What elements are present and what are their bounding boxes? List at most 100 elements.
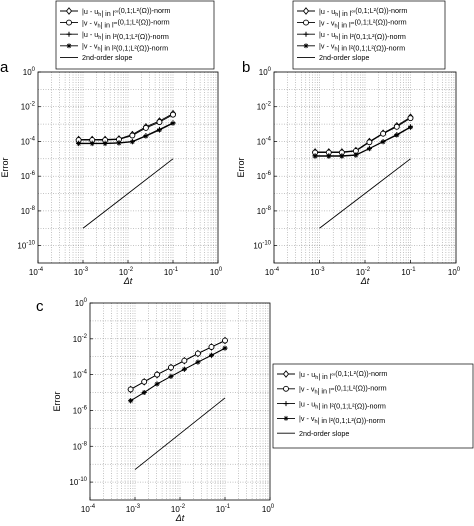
data-point xyxy=(143,133,149,139)
data-point xyxy=(366,139,373,146)
data-point xyxy=(393,123,400,130)
data-point xyxy=(339,153,345,159)
data-point xyxy=(380,130,387,137)
legend-label: |v - vh| in l∞(0,1;L²(Ω))-norm xyxy=(319,17,407,29)
series-2 xyxy=(127,337,228,393)
x-tick-label: 10-2 xyxy=(171,504,186,514)
legend: |u - uh| in l∞(0,1;L²(Ω))-norm|v - vh| i… xyxy=(55,0,215,70)
data-point xyxy=(195,359,201,365)
legend-entry: |u - uh| in l∞(0,1;L²(Ω))-norm xyxy=(60,6,170,18)
data-point xyxy=(312,153,318,159)
series-line xyxy=(319,158,411,229)
data-point xyxy=(154,381,160,387)
data-point xyxy=(127,386,134,393)
data-point xyxy=(170,120,176,126)
data-point xyxy=(394,132,400,138)
x-tick-label: 100 xyxy=(210,267,223,277)
x-tick-label: 10-3 xyxy=(74,267,89,277)
legend-label: |u - uh| in l∞(0,1;L²(Ω))-norm xyxy=(82,6,170,18)
legend-marker xyxy=(66,31,72,37)
data-point xyxy=(208,344,215,350)
y-tick-label: 10-10 xyxy=(17,241,35,251)
legend-marker xyxy=(65,7,73,15)
legend-marker xyxy=(283,385,289,392)
legend-label: |u - uh| in l∞(0,1;L²(Ω))-norm xyxy=(299,369,387,381)
x-tick-label: 10-1 xyxy=(401,267,416,277)
y-tick-label: 10-4 xyxy=(73,370,88,380)
y-tick-label: 10-2 xyxy=(73,334,88,344)
legend-entry: |u - uh| in l²(0,1;L²(Ω))-norm xyxy=(297,30,406,41)
legend-entry: |u - uh| in l²(0,1;L²(Ω))-norm xyxy=(60,30,169,41)
y-tick-label: 10-10 xyxy=(69,477,87,487)
data-point xyxy=(170,111,176,118)
series-2 xyxy=(75,111,176,144)
data-point xyxy=(222,345,228,351)
data-point xyxy=(102,141,108,147)
legend-entry: |v - vh| in l∞(0,1;L²(Ω))-norm xyxy=(277,384,387,396)
series-5 xyxy=(319,158,411,229)
legend-label: 2nd-order slope xyxy=(299,429,349,438)
x-tick-label: 100 xyxy=(448,267,461,277)
data-point xyxy=(116,140,122,146)
x-axis-label: Δt xyxy=(175,513,185,523)
y-tick-label: 10-6 xyxy=(257,171,272,181)
legend-label: |u - uh| in l∞(0,1;L²(Ω))-norm xyxy=(319,6,407,18)
legend-entry: 2nd-order slope xyxy=(277,429,349,438)
y-tick-label: 10-2 xyxy=(21,102,36,112)
series-4 xyxy=(76,120,176,147)
y-axis-label: Error xyxy=(52,391,62,411)
legend-label: |u - uh| in l²(0,1;L²(Ω))-norm xyxy=(319,30,406,41)
data-point xyxy=(181,357,188,364)
x-tick-label: 100 xyxy=(262,504,275,514)
legend-marker xyxy=(303,19,309,26)
y-tick-label: 10-10 xyxy=(253,241,271,251)
data-point xyxy=(168,364,174,371)
data-point xyxy=(76,141,82,147)
legend-marker xyxy=(303,43,309,49)
x-tick-label: 10-4 xyxy=(29,267,44,277)
legend-entry: |u - uh| in l∞(0,1;L²(Ω))-norm xyxy=(277,369,387,381)
data-point xyxy=(129,132,136,139)
data-point xyxy=(154,371,161,378)
data-point xyxy=(326,153,332,159)
data-point xyxy=(156,119,163,126)
legend-box xyxy=(272,363,474,449)
series-5 xyxy=(134,397,226,470)
data-point xyxy=(380,139,386,145)
legend-label: |u - uh| in l²(0,1;L²(Ω))-norm xyxy=(82,30,169,41)
data-point xyxy=(194,350,201,357)
data-point xyxy=(141,390,147,396)
legend-entry: |v - vh| in l∞(0,1;L²(Ω))-norm xyxy=(297,17,407,29)
legend-entry: |v - vh| in l²(0,1;L²(Ω))-norm xyxy=(60,42,168,53)
legend-label: 2nd-order slope xyxy=(82,53,132,62)
panel-letter: a xyxy=(0,59,9,76)
legend-entry: 2nd-order slope xyxy=(60,53,132,62)
legend-entry: |v - vh| in l∞(0,1;L²(Ω))-norm xyxy=(60,17,170,29)
x-tick-label: 10-1 xyxy=(216,504,231,514)
grid xyxy=(274,72,456,263)
data-point xyxy=(129,139,135,145)
legend-label: |v - vh| in l²(0,1;L²(Ω))-norm xyxy=(82,42,168,53)
y-tick-label: 10-8 xyxy=(73,441,88,451)
y-tick-label: 10-2 xyxy=(257,102,272,112)
data-point xyxy=(408,124,413,130)
data-point xyxy=(128,398,134,404)
data-point xyxy=(407,115,414,122)
y-axis-label: Error xyxy=(236,157,246,177)
data-point xyxy=(156,127,162,133)
legend-entry: 2nd-order slope xyxy=(297,53,369,62)
legend-entry: |u - uh| in l∞(0,1;L²(Ω))-norm xyxy=(297,6,407,18)
data-point xyxy=(366,146,372,152)
legend-label: |v - vh| in l∞(0,1;L²(Ω))-norm xyxy=(82,17,170,29)
legend-entry: |u - uh| in l²(0,1;L²(Ω))-norm xyxy=(277,399,386,410)
panel-letter: c xyxy=(36,298,44,315)
chart-panel-a: a 10-4 10-3 10-2 10-1 100 10-10 10-8 10-6 10-4 10-… xyxy=(0,0,223,286)
legend-label: |u - uh| in l²(0,1;L²(Ω))-norm xyxy=(299,399,386,410)
legend-label: 2nd-order slope xyxy=(319,53,369,62)
data-point xyxy=(141,378,148,385)
data-point xyxy=(142,124,149,131)
legend-label: |v - vh| in l²(0,1;L²(Ω))-norm xyxy=(319,42,405,53)
chart-panel-b: b 10-4 10-3 10-2 10-1 100 10-10 10-8 10-6 10-4 10-… xyxy=(236,0,461,286)
series-line xyxy=(82,158,174,229)
